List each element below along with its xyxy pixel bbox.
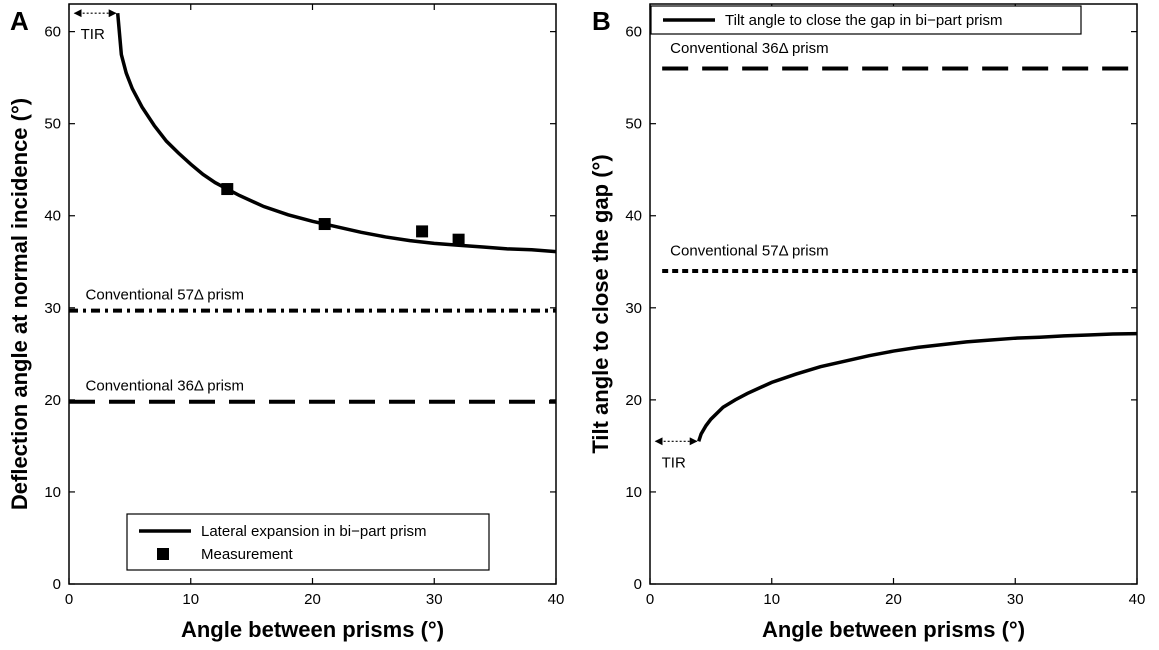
x-tick-label: 30 (426, 591, 443, 608)
series-line (697, 331, 1137, 442)
measurement-point (416, 225, 429, 238)
x-axis-label: Angle between prisms (°) (181, 617, 444, 642)
y-axis-label: Deflection angle at normal incidence (°) (7, 98, 32, 510)
measurement-point (452, 233, 465, 246)
tir-label: TIR (662, 454, 686, 471)
plot-area (662, 66, 1137, 442)
x-axis-label: Angle between prisms (°) (762, 617, 1025, 642)
x-tick-label: 0 (65, 591, 73, 608)
y-tick-label: 30 (44, 300, 61, 317)
panel-letter: B (592, 6, 611, 36)
y-tick-label: 30 (625, 300, 642, 317)
x-tick-label: 40 (1129, 591, 1146, 608)
legend-entry: Measurement (201, 546, 294, 563)
legend-entry: Lateral expansion in bi−part prism (201, 523, 427, 540)
x-tick-label: 30 (1007, 591, 1024, 608)
annotation-label: Conventional 57Δ prism (670, 242, 828, 259)
series-line (115, 13, 556, 254)
panel-letter: A (10, 6, 29, 36)
y-tick-label: 50 (625, 116, 642, 133)
y-tick-label: 60 (625, 24, 642, 41)
y-tick-label: 60 (44, 24, 61, 41)
x-tick-label: 0 (646, 591, 654, 608)
legend-marker (157, 548, 169, 560)
y-tick-label: 40 (625, 208, 642, 225)
x-tick-label: 20 (304, 591, 321, 608)
measurement-point (318, 218, 331, 231)
y-axis-label: Tilt angle to close the gap (°) (588, 154, 613, 453)
axes-box (649, 3, 1138, 585)
y-tick-label: 20 (44, 392, 61, 409)
plot-area (69, 13, 556, 404)
panel-b: B 0 10 20 30 40 0 10 20 30 40 50 60 Angle between pri… (588, 3, 1146, 642)
legend (650, 5, 1082, 35)
y-tick-label: 50 (44, 116, 61, 133)
y-tick-label: 0 (634, 576, 642, 593)
legend (126, 513, 490, 571)
x-tick-label: 20 (885, 591, 902, 608)
y-tick-label: 0 (53, 576, 61, 593)
y-tick-label: 10 (44, 484, 61, 501)
x-tick-label: 10 (182, 591, 199, 608)
annotation-label: Conventional 36Δ prism (86, 378, 244, 395)
y-tick-label: 10 (625, 484, 642, 501)
tir-label: TIR (81, 26, 105, 43)
x-tick-label: 40 (548, 591, 565, 608)
legend-entry: Tilt angle to close the gap in bi−part p… (725, 12, 1003, 29)
x-tick-label: 10 (763, 591, 780, 608)
measurement-point (221, 183, 234, 196)
y-tick-label: 20 (625, 392, 642, 409)
annotation-label: Conventional 36Δ prism (670, 40, 828, 57)
panel-a: A 0 10 20 30 40 0 10 20 30 40 50 60 Angle between pri… (7, 3, 565, 642)
annotation-label: Conventional 57Δ prism (86, 287, 244, 304)
y-tick-label: 40 (44, 208, 61, 225)
